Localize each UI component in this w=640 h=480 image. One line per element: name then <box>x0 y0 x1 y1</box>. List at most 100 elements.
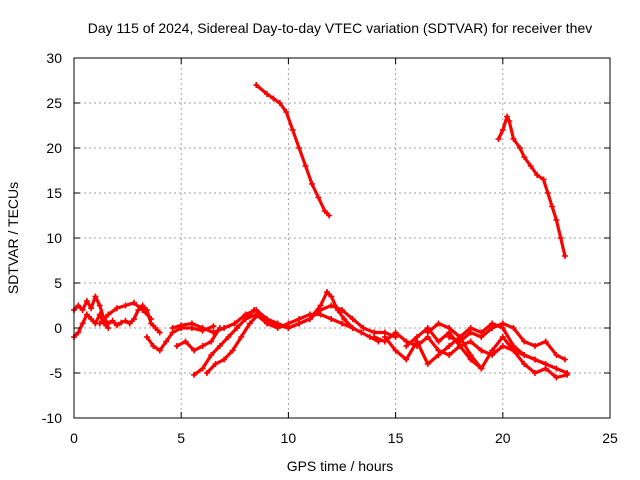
data-point <box>105 311 112 318</box>
data-point <box>499 325 506 331</box>
data-point <box>96 320 103 327</box>
series-track-o <box>447 321 567 362</box>
data-point <box>306 311 313 318</box>
y-tick-label: 25 <box>46 95 62 111</box>
data-point <box>83 298 90 304</box>
data-point <box>169 325 176 331</box>
data-point <box>510 343 517 349</box>
data-point <box>527 163 534 169</box>
markers-track-f <box>173 325 223 354</box>
data-point <box>225 334 232 340</box>
data-point <box>435 338 442 345</box>
data-point <box>263 91 270 97</box>
data-point <box>163 338 170 345</box>
x-tick-label: 10 <box>281 430 297 446</box>
data-point <box>308 181 315 187</box>
data-point <box>478 329 485 336</box>
data-point <box>531 370 538 376</box>
data-point <box>263 320 270 327</box>
data-point <box>191 371 198 378</box>
data-point <box>289 127 296 133</box>
data-point <box>178 322 185 329</box>
data-point <box>126 320 133 327</box>
data-point <box>79 320 86 327</box>
data-point <box>75 329 82 336</box>
data-point <box>173 343 180 349</box>
x-tick-label: 15 <box>388 430 404 446</box>
data-point <box>510 136 517 142</box>
data-point <box>321 208 328 214</box>
data-point <box>499 127 506 133</box>
data-point <box>296 145 303 151</box>
data-point <box>542 361 549 367</box>
data-point <box>285 320 292 327</box>
data-point <box>156 329 163 336</box>
data-point <box>326 212 333 219</box>
series-track-g <box>192 308 256 377</box>
data-point <box>403 343 410 349</box>
data-point <box>156 347 163 354</box>
y-tick-label: 10 <box>46 230 62 246</box>
data-point <box>242 316 249 322</box>
data-point <box>414 334 421 340</box>
data-point <box>296 316 303 322</box>
data-point <box>510 325 517 331</box>
data-point <box>199 365 206 372</box>
data-point <box>208 338 215 345</box>
data-point <box>122 302 129 309</box>
data-point <box>92 293 99 300</box>
markers-track-i <box>255 289 382 345</box>
data-point <box>276 100 283 106</box>
series-track-n <box>404 326 483 371</box>
data-point <box>403 356 410 363</box>
data-point <box>208 352 215 358</box>
y-tick-label: 5 <box>54 275 62 291</box>
y-tick-label: 15 <box>46 185 62 201</box>
data-point <box>109 317 116 324</box>
data-point <box>118 319 125 326</box>
data-point <box>553 374 560 381</box>
data-point <box>553 217 560 223</box>
data-point <box>446 334 453 340</box>
data-point <box>392 329 399 336</box>
data-point <box>531 343 538 349</box>
data-point <box>339 320 345 327</box>
y-tick-label: -5 <box>50 365 63 381</box>
tick-labels: 0 5 10 15 20 25 -10 -5 0 5 10 15 20 25 30 <box>42 50 618 446</box>
series-track-i <box>256 290 380 344</box>
data-point <box>531 356 538 363</box>
data-point <box>131 316 138 322</box>
data-point <box>238 334 245 340</box>
data-point <box>349 325 356 331</box>
data-point <box>328 316 335 322</box>
data-point <box>553 352 560 358</box>
data-point <box>521 352 528 358</box>
data-point <box>456 334 463 340</box>
data-point <box>489 347 496 354</box>
data-point <box>113 305 120 312</box>
data-point <box>392 347 399 354</box>
data-point <box>75 302 82 309</box>
data-point <box>544 190 551 196</box>
data-point <box>328 302 335 309</box>
data-point <box>231 320 238 327</box>
data-point <box>96 311 103 318</box>
y-axis-label: SDTVAR / TECUs <box>5 182 21 294</box>
markers-track-j <box>242 311 356 331</box>
data-point <box>446 352 453 358</box>
axis-ticks <box>73 57 611 419</box>
data-point <box>113 322 120 329</box>
series-layer <box>71 82 571 381</box>
x-tick-label: 0 <box>70 430 78 446</box>
data-point <box>139 307 146 313</box>
data-point <box>122 317 129 324</box>
data-point <box>358 329 365 336</box>
data-point <box>341 316 348 322</box>
chart-title: Day 115 of 2024, Sidereal Day-to-day VTE… <box>88 20 592 36</box>
data-point <box>446 343 453 349</box>
data-point <box>315 194 322 201</box>
data-point <box>506 118 513 124</box>
data-point <box>499 343 506 349</box>
data-point <box>323 289 330 295</box>
